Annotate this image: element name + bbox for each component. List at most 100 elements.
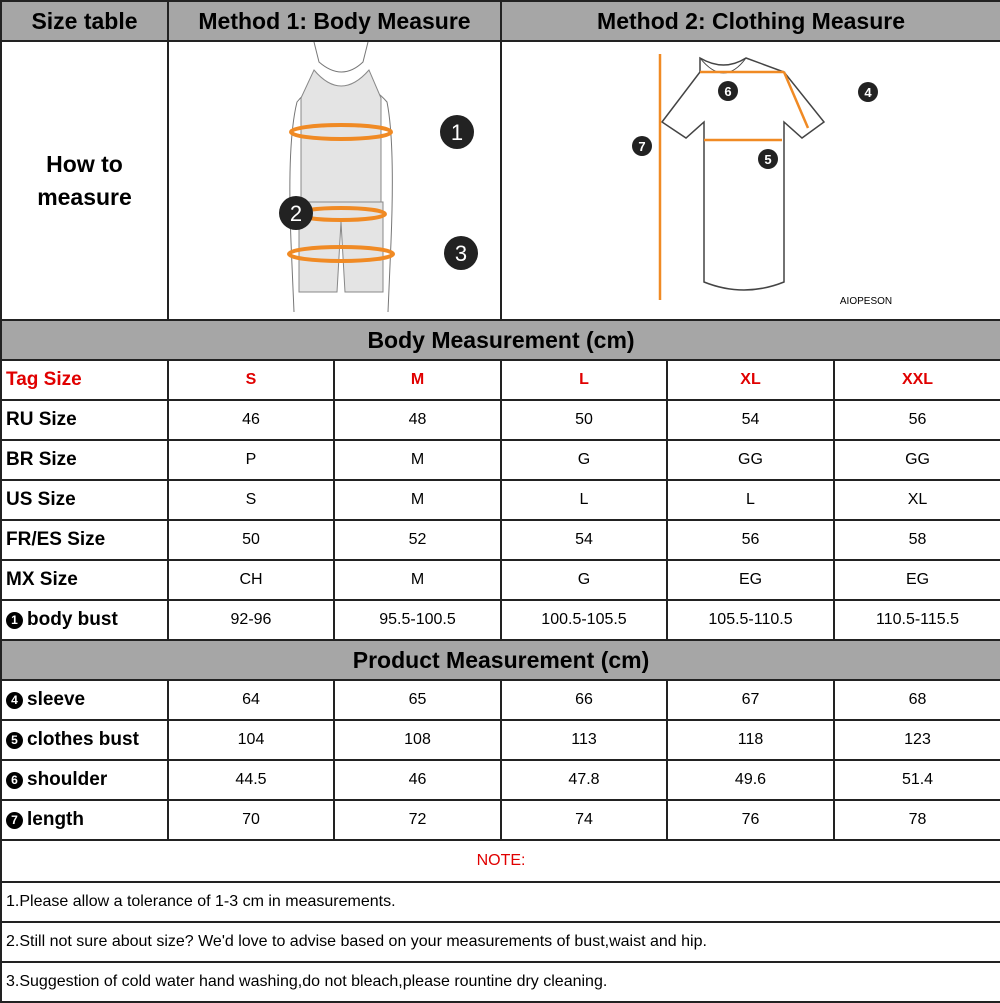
row-label-text: US Size [6,489,76,510]
row-label-text: shoulder [27,769,108,790]
cell: 123 [832,719,1000,761]
cell: L [500,479,668,521]
cell: S [167,479,335,521]
cell: 68 [832,679,1000,721]
row-label-text: FR/ES Size [6,529,106,550]
cell: G [500,439,668,481]
svg-text:1: 1 [451,120,463,145]
row-label: Tag Size [0,359,169,401]
cell: 56 [832,399,1000,441]
table-row: BR Size P M G GG GG [0,439,1000,481]
svg-text:2: 2 [290,201,302,226]
cell: 72 [333,799,502,841]
cell: M [333,359,502,401]
marker-7-icon: 7 [6,812,23,829]
row-label: 6 shoulder [0,759,169,801]
table-row: 6 shoulder 44.5 46 47.8 49.6 51.4 [0,759,1000,801]
tshirt-figure-icon: 6 4 5 7 AIOPESON [632,54,892,307]
note-line: 1.Please allow a tolerance of 1-3 cm in … [0,881,1000,923]
cell: 105.5-110.5 [666,599,835,641]
table-row: MX Size CH M G EG EG [0,559,1000,601]
cell: 65 [333,679,502,721]
cell: 50 [500,399,668,441]
method2-header: Method 2: Clothing Measure [499,0,1000,42]
row-label: FR/ES Size [0,519,169,561]
method1-header: Method 1: Body Measure [167,0,502,42]
table-row: US Size S M L L XL [0,479,1000,521]
note-line: 2.Still not sure about size? We'd love t… [0,921,1000,963]
cell: L [666,479,835,521]
marker-6-icon: 6 [6,772,23,789]
cell: 56 [666,519,835,561]
cell: 47.8 [500,759,668,801]
marker-1-icon: 1 [6,612,23,629]
cell: 95.5-100.5 [333,599,502,641]
how-to-line1: How to [46,150,123,177]
cell: 44.5 [167,759,335,801]
svg-text:6: 6 [724,84,731,99]
cell: 108 [333,719,502,761]
cell: 92-96 [167,599,335,641]
cell: XL [832,479,1000,521]
cell: 74 [500,799,668,841]
row-label: MX Size [0,559,169,601]
row-label-text: length [27,809,84,830]
body-measurement-header: Body Measurement (cm) [0,319,1000,361]
how-to-line2: measure [37,183,132,210]
cell: 64 [167,679,335,721]
cell: CH [167,559,335,601]
cell: 49.6 [666,759,835,801]
cell: 58 [832,519,1000,561]
table-row: 5 clothes bust 104 108 113 118 123 [0,719,1000,761]
table-row: 1 body bust 92-96 95.5-100.5 100.5-105.5 105.… [0,599,1000,641]
cell: M [333,479,502,521]
cell: 51.4 [832,759,1000,801]
cell: M [333,559,502,601]
svg-text:4: 4 [864,85,872,100]
row-label: 4 sleeve [0,679,169,721]
table-row: FR/ES Size 50 52 54 56 58 [0,519,1000,561]
cell: XL [666,359,835,401]
cell: 46 [333,759,502,801]
cell: 54 [500,519,668,561]
cell: G [500,559,668,601]
row-label: 7 length [0,799,169,841]
body-measure-illustration: 1 2 3 [167,40,502,321]
row-label: 1 body bust [0,599,169,641]
cell: 78 [832,799,1000,841]
table-row: RU Size 46 48 50 54 56 [0,399,1000,441]
row-label-text: BR Size [6,449,77,470]
tag-size-row: Tag Size S M L XL XXL [0,359,1000,401]
row-label-text: body bust [27,609,118,630]
cell: 100.5-105.5 [500,599,668,641]
row-label: BR Size [0,439,169,481]
body-figure-icon: 1 2 3 [279,41,478,313]
cell: 110.5-115.5 [832,599,1000,641]
cell: 76 [666,799,835,841]
cell: 54 [666,399,835,441]
table-row: 4 sleeve 64 65 66 67 68 [0,679,1000,721]
cell: 66 [500,679,668,721]
cell: P [167,439,335,481]
row-label-text: sleeve [27,689,86,710]
cell: 67 [666,679,835,721]
size-table-header: Size table [0,0,169,42]
how-to-measure: How to measure [0,40,169,321]
cell: 50 [167,519,335,561]
svg-text:7: 7 [638,139,645,154]
row-label-text: RU Size [6,409,77,430]
cell: XXL [832,359,1000,401]
cell: GG [832,439,1000,481]
table-row: 7 length 70 72 74 76 78 [0,799,1000,841]
cell: 118 [666,719,835,761]
cell: 48 [333,399,502,441]
cell: S [167,359,335,401]
marker-5-icon: 5 [6,732,23,749]
cell: EG [666,559,835,601]
cell: 46 [167,399,335,441]
row-label-text: MX Size [6,569,78,590]
cell: L [500,359,668,401]
cell: 104 [167,719,335,761]
clothing-measure-illustration: 6 4 5 7 AIOPESON [499,40,1000,321]
svg-text:3: 3 [455,241,467,266]
